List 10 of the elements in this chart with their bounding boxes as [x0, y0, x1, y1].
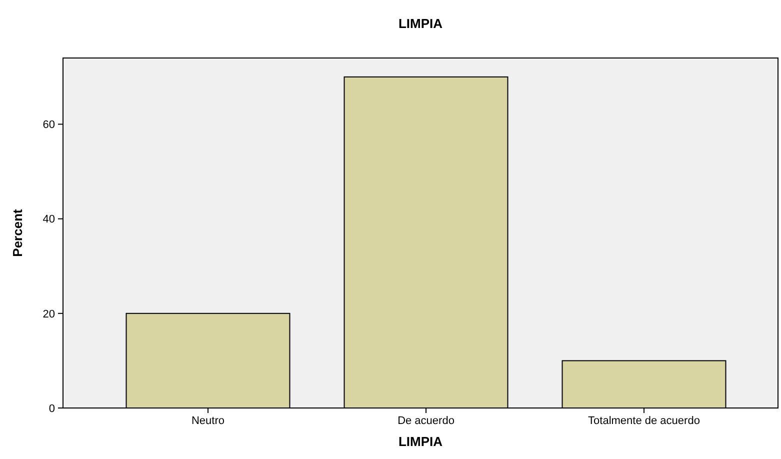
- y-tick-label: 20: [42, 308, 55, 320]
- x-axis-title: LIMPIA: [398, 434, 444, 449]
- y-tick-label: 60: [42, 119, 55, 132]
- x-tick-label: Totalmente de acuerdo: [588, 415, 700, 427]
- y-axis-title: Percent: [10, 208, 25, 257]
- chart-title: LIMPIA: [398, 16, 444, 31]
- x-tick-label: De acuerdo: [398, 415, 454, 427]
- x-tick-label: Neutro: [191, 415, 225, 427]
- y-tick-label: 0: [48, 402, 55, 415]
- y-tick-label: 40: [42, 214, 55, 226]
